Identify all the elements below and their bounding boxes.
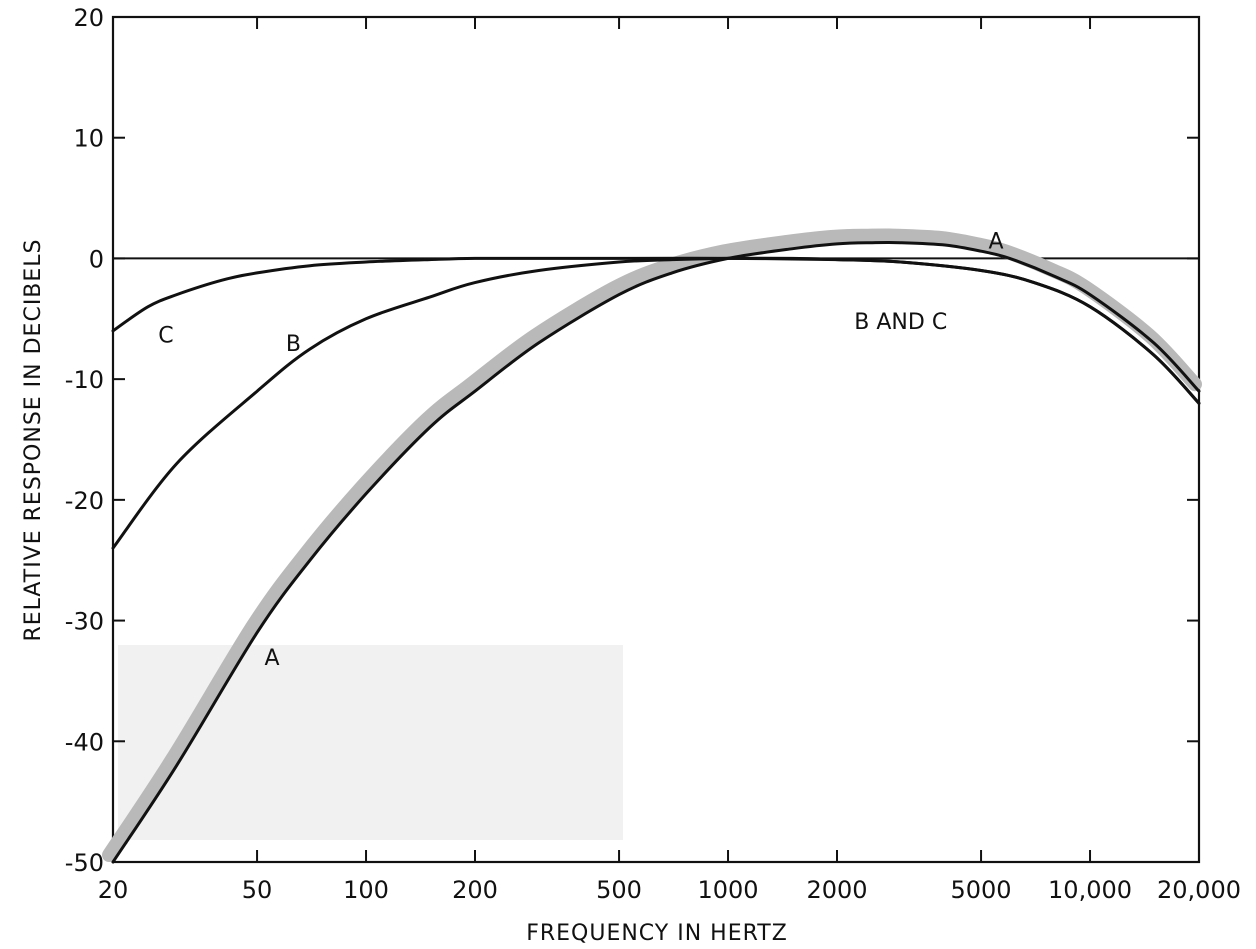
curve-label: C [158, 323, 173, 348]
y-tick-label: 0 [89, 245, 104, 273]
curve-label: B [286, 332, 301, 357]
curve-b-line [111, 256, 1201, 550]
y-tick-label: -20 [65, 487, 104, 515]
x-tick-label: 50 [242, 876, 273, 904]
curve-label: A [265, 646, 280, 671]
background-shade [118, 645, 623, 840]
y-tick-label: -10 [65, 366, 104, 394]
curve-label: B AND C [854, 310, 947, 335]
x-tick-label: 2000 [806, 876, 867, 904]
y-axis-title: RELATIVE RESPONSE IN DECIBELS [21, 238, 46, 641]
y-tick-label: -50 [65, 849, 104, 877]
y-tick-label: -30 [65, 608, 104, 636]
y-tick-label: 10 [73, 125, 104, 153]
x-tick-label: 1000 [697, 876, 758, 904]
x-axis-title: FREQUENCY IN HERTZ [526, 921, 788, 946]
y-tick-label: -40 [65, 728, 104, 756]
curve-c-line [111, 256, 1201, 405]
x-tick-label: 500 [596, 876, 642, 904]
x-tick-label: 100 [343, 876, 389, 904]
curve-a-shading [102, 228, 1202, 862]
y-tick-label: 20 [73, 4, 104, 32]
x-tick-label: 5000 [951, 876, 1012, 904]
x-tick-label: 20,000 [1157, 876, 1241, 904]
curve-labels: A A B C B AND C [158, 229, 1003, 670]
series-layer [102, 228, 1202, 864]
x-tick-label: 20 [98, 876, 129, 904]
x-tick-label: 200 [452, 876, 498, 904]
y-axis: 20 10 0 -10 -20 -30 -40 -50 [65, 4, 1199, 877]
curve-label: A [989, 229, 1004, 254]
x-tick-label: 10,000 [1048, 876, 1132, 904]
plot-frame [111, 15, 1201, 864]
x-axis: 20 50 100 200 500 1000 2000 5000 10,000 20,000 [98, 17, 1241, 904]
